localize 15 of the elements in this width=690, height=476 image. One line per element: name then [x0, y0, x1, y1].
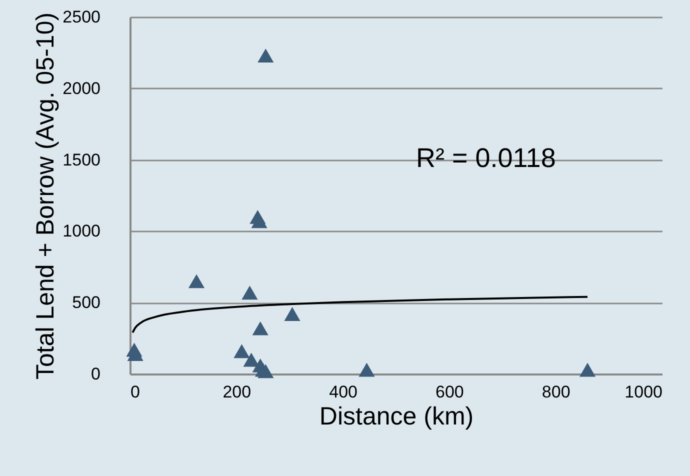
y-tick-label: 500	[72, 293, 100, 312]
x-tick-label: 600	[436, 382, 464, 402]
y-tick-label: 1500	[62, 150, 100, 170]
y-tick-label: 0	[91, 364, 100, 384]
x-tick-label: 1000	[624, 382, 662, 402]
y-tick-label: 2000	[62, 78, 100, 98]
y-tick-label: 1000	[62, 222, 100, 241]
x-tick-label: 0	[130, 382, 140, 402]
x-axis-title: Distance (km)	[319, 402, 474, 430]
y-tick-label: 2500	[62, 8, 100, 26]
y-axis-title: Total Lend + Borrow (Avg. 05-10)	[32, 12, 60, 380]
x-tick-label: 800	[542, 382, 570, 402]
annotation: R² = 0.0118	[416, 143, 556, 173]
x-tick-label: 400	[329, 382, 358, 402]
x-tick-label: 200	[222, 382, 252, 402]
